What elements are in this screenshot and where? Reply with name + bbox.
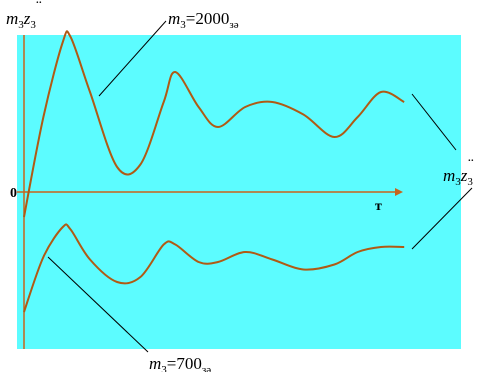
right-curve-label: m3z3 xyxy=(443,166,473,188)
top-curve-leader xyxy=(98,20,167,97)
origin-label: 0 xyxy=(10,186,17,201)
x-axis-label: т xyxy=(375,199,382,214)
top-curve-label: m3=2000зә xyxy=(168,9,239,31)
y-axis-label: m3z3 xyxy=(6,9,36,31)
series-line-1 xyxy=(23,30,405,218)
series-line-2 xyxy=(23,223,405,313)
right-label-dots: ¨ xyxy=(468,155,474,174)
x-axis-arrow xyxy=(395,188,403,196)
bottom-curve-leader xyxy=(47,256,149,353)
right-leader-top xyxy=(411,93,457,151)
y-axis-dots: ¨ xyxy=(36,0,42,16)
series-layer xyxy=(23,30,405,313)
right-leader-bottom xyxy=(411,187,473,250)
bottom-curve-label: m3=700зә xyxy=(149,354,211,372)
